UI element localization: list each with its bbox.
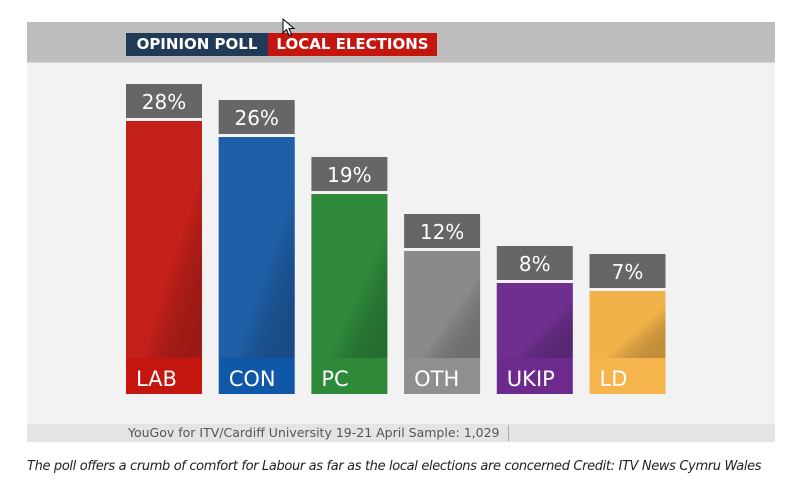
value-label: 26% — [234, 106, 278, 130]
party-label: PC — [321, 367, 348, 391]
party-label: CON — [229, 367, 276, 391]
bar-group-lab: LAB 28% — [126, 84, 202, 394]
value-label: 7% — [612, 260, 644, 284]
party-label: LAB — [136, 367, 177, 391]
value-box — [218, 100, 295, 134]
value-label: 12% — [420, 220, 464, 244]
image-caption: The poll offers a crumb of comfort for L… — [27, 459, 762, 474]
party-label-band — [496, 358, 573, 394]
value-box — [404, 214, 481, 248]
opinion-poll-tag: OPINION POLL — [126, 33, 268, 56]
bar-shade — [496, 283, 573, 358]
header-band: OPINION POLL LOCAL ELECTIONS — [27, 22, 775, 63]
bar-group-pc: PC 19% — [311, 157, 388, 394]
party-label-band — [218, 358, 295, 394]
bar-shade — [218, 137, 295, 358]
bar-shade — [126, 121, 202, 358]
local-elections-tag: LOCAL ELECTIONS — [268, 33, 437, 56]
source-text: YouGov for ITV/Cardiff University 19-21 … — [128, 425, 509, 441]
value-box — [496, 246, 573, 280]
party-label-band — [126, 358, 202, 394]
bar-group-ukip: UKIP 8% — [496, 246, 573, 394]
party-label: LD — [600, 367, 628, 391]
bar-shade — [404, 251, 481, 358]
party-label: UKIP — [507, 367, 555, 391]
value-label: 28% — [142, 90, 186, 114]
source-bar: YouGov for ITV/Cardiff University 19-21 … — [27, 424, 775, 442]
bar-shade — [311, 194, 388, 358]
bar-group-con: CON 26% — [218, 100, 295, 394]
value-box — [311, 157, 388, 191]
chart-image: OPINION POLL LOCAL ELECTIONS LAB 28% CON 26… — [27, 22, 775, 442]
value-box — [126, 84, 202, 118]
party-label-band — [311, 358, 388, 394]
value-label: 19% — [327, 163, 371, 187]
value-label: 8% — [519, 252, 551, 276]
party-label-band — [404, 358, 481, 394]
bar-group-oth: OTH 12% — [404, 214, 481, 394]
mouse-cursor-icon — [282, 18, 296, 37]
bar-group-ld: LD 7% — [589, 254, 666, 394]
party-label: OTH — [414, 367, 459, 391]
bar-chart: LAB 28% CON 26% PC 19% OTH 12% UKIP 8% LD 7% — [126, 84, 666, 394]
party-label-band — [589, 358, 666, 394]
value-box — [589, 254, 666, 288]
bar-shade — [589, 291, 666, 358]
